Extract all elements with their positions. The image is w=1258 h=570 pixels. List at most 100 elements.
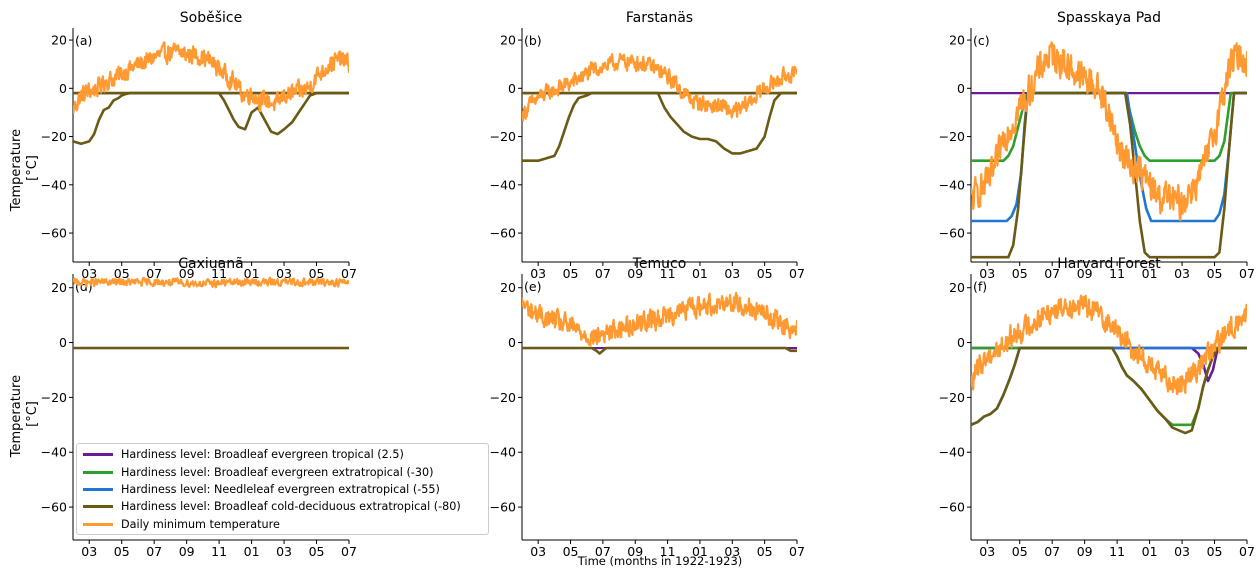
x-tick-label: 05 <box>1012 544 1028 559</box>
x-tick-label: 01 <box>692 266 708 281</box>
x-tick-label: 11 <box>211 266 227 281</box>
y-tick-label: −60 <box>41 500 67 515</box>
y-tick-label: −40 <box>41 177 67 192</box>
x-tick-label: 09 <box>1077 544 1093 559</box>
plot-area <box>522 291 797 355</box>
legend-item-tropical: Hardiness level: Broadleaf evergreen tro… <box>83 446 482 463</box>
y-axis-label-line1: Temperature <box>9 129 24 212</box>
y-tick-label: 0 <box>59 335 67 350</box>
y-tick-label: 20 <box>949 33 965 48</box>
y-tick-label: 20 <box>51 33 67 48</box>
daily-min-temperature-line <box>971 294 1247 396</box>
legend-label-needleleaf: Hardiness level: Needleleaf evergreen ex… <box>121 482 440 496</box>
legend-item-evergreen-extratropical: Hardiness level: Broadleaf evergreen ext… <box>83 463 482 480</box>
x-tick-label: 03 <box>1174 266 1190 281</box>
panel-letter: (e) <box>524 279 541 294</box>
x-tick-label: 07 <box>789 544 805 559</box>
x-tick-label: 11 <box>660 544 676 559</box>
legend-swatch-evergreen-extratropical <box>83 470 113 474</box>
y-axis-label-line2: [°C] <box>25 155 40 181</box>
y-tick-label: 20 <box>500 33 516 48</box>
y-tick-label: 20 <box>51 280 67 295</box>
y-tick-label: −60 <box>939 226 965 241</box>
y-tick-label: 0 <box>957 81 965 96</box>
legend-label-evergreen-extratropical: Hardiness level: Broadleaf evergreen ext… <box>121 465 434 479</box>
legend: Hardiness level: Broadleaf evergreen tro… <box>76 443 489 535</box>
x-tick-label: 07 <box>1239 266 1255 281</box>
hardiness-line <box>522 346 797 355</box>
x-tick-label: 07 <box>146 266 162 281</box>
y-tick-label: −60 <box>490 226 516 241</box>
x-tick-label: 07 <box>146 544 162 559</box>
y-tick-label: −40 <box>490 177 516 192</box>
y-tick-label: −40 <box>939 177 965 192</box>
y-tick-label: 0 <box>508 335 516 350</box>
x-tick-label: 01 <box>1142 544 1158 559</box>
x-tick-label: 03 <box>979 266 995 281</box>
x-tick-label: 03 <box>979 544 995 559</box>
panel-letter: (c) <box>973 33 990 48</box>
x-tick-label: 11 <box>1109 266 1125 281</box>
y-tick-label: −40 <box>41 445 67 460</box>
legend-label-cold-deciduous: Hardiness level: Broadleaf cold-deciduou… <box>121 500 461 514</box>
x-tick-label: 05 <box>563 544 579 559</box>
panel-title: Soběšice <box>180 10 242 26</box>
legend-item-daily-min: Daily minimum temperature <box>83 516 482 533</box>
plot-area <box>971 41 1247 259</box>
x-tick-label: 01 <box>1142 266 1158 281</box>
x-tick-label: 09 <box>627 266 643 281</box>
legend-label-daily-min: Daily minimum temperature <box>121 517 280 531</box>
x-tick-label: 05 <box>757 544 773 559</box>
hardiness-line <box>522 91 797 162</box>
x-tick-label: 03 <box>276 544 292 559</box>
y-tick-label: −20 <box>41 129 67 144</box>
y-tick-label: −60 <box>939 500 965 515</box>
daily-min-temperature-line <box>73 276 349 289</box>
y-tick-label: −20 <box>490 129 516 144</box>
legend-swatch-cold-deciduous <box>83 505 113 509</box>
x-tick-label: 03 <box>724 544 740 559</box>
legend-label-tropical: Hardiness level: Broadleaf evergreen tro… <box>121 448 404 462</box>
y-axis-label-line2: [°C] <box>25 401 40 427</box>
panel-2: 20 0 −20 −40 −60 03 05 07 09 11 01 03 05 07 Farstanäs (… <box>490 10 805 281</box>
daily-min-temperature-line <box>73 41 349 114</box>
x-tick-label: 03 <box>276 266 292 281</box>
y-tick-label: −40 <box>939 445 965 460</box>
x-tick-label: 05 <box>563 266 579 281</box>
x-tick-label: 03 <box>530 266 546 281</box>
x-tick-label: 05 <box>757 266 773 281</box>
y-tick-label: 0 <box>957 335 965 350</box>
hardiness-line <box>971 91 1247 259</box>
x-tick-label: 11 <box>211 544 227 559</box>
panel-3: 20 0 −20 −40 −60 03 05 07 09 11 01 03 05 07 Spasskaya … <box>939 10 1255 281</box>
x-tick-label: 09 <box>627 544 643 559</box>
hardiness-line <box>73 91 349 136</box>
y-tick-label: −20 <box>490 390 516 405</box>
daily-min-temperature-line <box>522 52 797 122</box>
x-axis-label: Time (months in 1922-1923) <box>577 554 743 568</box>
x-tick-label: 09 <box>179 266 195 281</box>
legend-swatch-needleleaf <box>83 487 113 491</box>
y-axis-label-line1: Temperature <box>9 375 24 458</box>
x-tick-label: 03 <box>1174 544 1190 559</box>
panel-letter: (f) <box>973 279 987 294</box>
x-tick-label: 09 <box>179 544 195 559</box>
panel-letter: (b) <box>524 33 542 48</box>
plot-area <box>522 52 797 162</box>
x-tick-label: 05 <box>114 266 130 281</box>
x-tick-label: 11 <box>660 266 676 281</box>
x-tick-label: 05 <box>309 266 325 281</box>
y-tick-label: −40 <box>490 445 516 460</box>
panel-title: Temuco <box>632 256 687 272</box>
y-tick-label: −60 <box>41 226 67 241</box>
x-tick-label: 05 <box>1207 266 1223 281</box>
x-tick-label: 09 <box>1077 266 1093 281</box>
x-tick-label: 05 <box>309 544 325 559</box>
x-tick-label: 03 <box>530 544 546 559</box>
x-tick-label: 05 <box>1207 544 1223 559</box>
y-axis-label-top: Temperature [°C] <box>9 125 40 213</box>
panel-title: Caxiuanã <box>178 256 243 272</box>
x-tick-label: 01 <box>692 544 708 559</box>
hardiness-line <box>971 346 1247 435</box>
